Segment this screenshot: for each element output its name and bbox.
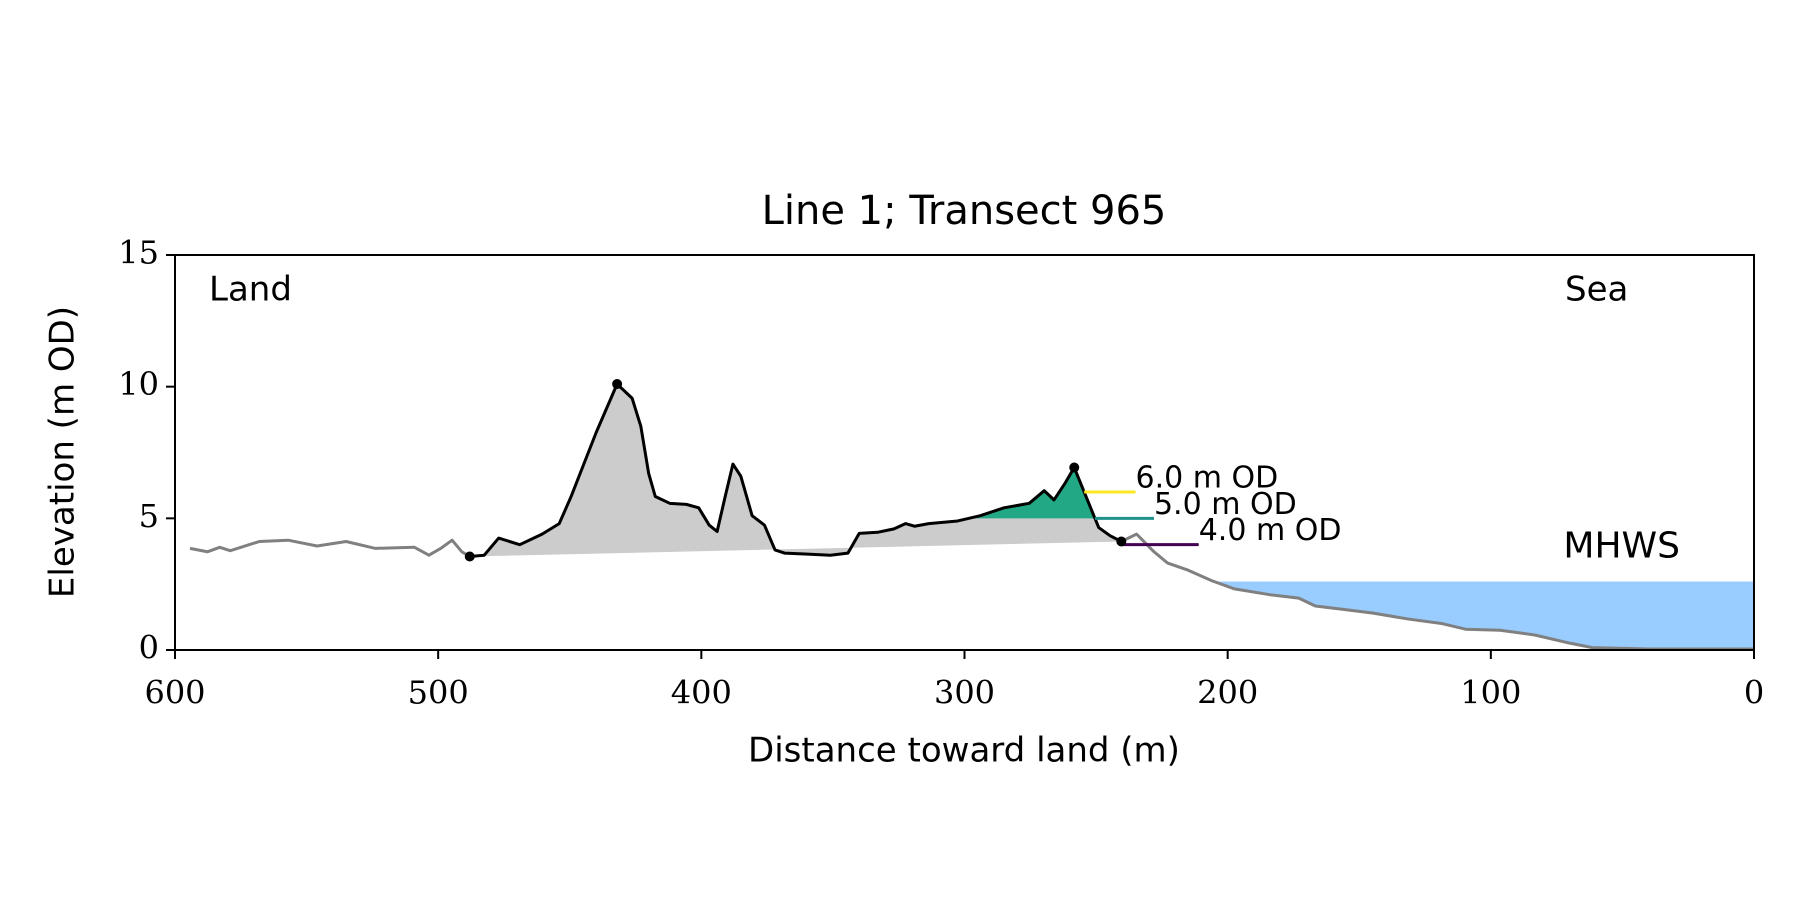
x-tick-label: 200 (1197, 674, 1258, 712)
dune-fill (469, 384, 1122, 557)
sea-label: Sea (1565, 270, 1628, 310)
marker (1116, 536, 1127, 547)
chart-title: Line 1; Transect 965 (762, 188, 1167, 234)
marker (612, 379, 623, 390)
x-axis-label: Distance toward land (m) (748, 731, 1180, 771)
level-label: 6.0 m OD (1136, 461, 1279, 496)
marker (464, 551, 475, 562)
y-tick-label: 10 (118, 365, 159, 403)
y-axis-label: Elevation (m OD) (43, 306, 83, 598)
y-tick-label: 5 (139, 497, 159, 535)
level-fill (968, 467, 1095, 519)
level-label: 5.0 m OD (1154, 487, 1297, 522)
marker (1069, 462, 1080, 473)
profile-line (469, 382, 1123, 559)
x-tick-label: 500 (408, 674, 469, 712)
x-tick-label: 600 (144, 674, 205, 712)
mhws-label: MHWS (1563, 526, 1680, 567)
mhws-fill (1214, 581, 1754, 649)
x-tick-label: 0 (1744, 674, 1764, 712)
land-label: Land (209, 270, 292, 310)
x-tick-label: 300 (934, 674, 995, 712)
y-tick-label: 15 (118, 234, 159, 272)
x-tick-label: 100 (1460, 674, 1521, 712)
level-label: 4.0 m OD (1199, 513, 1342, 548)
profile-line (1120, 532, 1754, 651)
y-tick-label: 0 (139, 629, 159, 667)
profile-line (189, 538, 471, 558)
x-tick-label: 400 (671, 674, 732, 712)
